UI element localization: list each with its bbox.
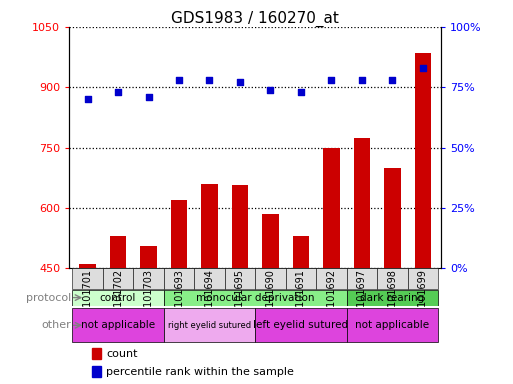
Bar [323,147,340,268]
FancyBboxPatch shape [255,308,347,343]
Text: count: count [107,349,138,359]
Point [388,77,397,83]
FancyBboxPatch shape [225,268,255,289]
FancyBboxPatch shape [133,268,164,289]
Bar [292,236,309,268]
Bar [171,200,187,268]
Point [114,89,122,95]
Bar [92,348,101,359]
FancyBboxPatch shape [286,268,316,289]
FancyBboxPatch shape [255,268,286,289]
Bar [384,168,401,268]
FancyBboxPatch shape [72,308,164,343]
Bar [231,185,248,268]
Text: GSM101699: GSM101699 [418,269,428,328]
Text: monocular deprivation: monocular deprivation [196,293,314,303]
FancyBboxPatch shape [72,290,164,306]
Text: GSM101697: GSM101697 [357,269,367,328]
FancyBboxPatch shape [103,268,133,289]
Text: percentile rank within the sample: percentile rank within the sample [107,367,294,377]
Text: GSM101694: GSM101694 [205,269,214,328]
FancyBboxPatch shape [164,290,347,306]
Text: GSM101703: GSM101703 [144,269,153,328]
Text: right eyelid sutured: right eyelid sutured [168,321,251,330]
Bar [140,246,157,268]
Point [236,79,244,86]
Text: GSM101695: GSM101695 [235,269,245,328]
Text: GSM101692: GSM101692 [326,269,337,328]
FancyBboxPatch shape [377,268,408,289]
Point [205,77,213,83]
Text: not applicable: not applicable [81,320,155,330]
Text: not applicable: not applicable [356,320,429,330]
Text: GSM101701: GSM101701 [83,269,92,328]
Bar [79,264,96,268]
Point [145,94,153,100]
FancyBboxPatch shape [408,268,438,289]
Text: protocol: protocol [26,293,71,303]
Text: GSM101698: GSM101698 [387,269,398,328]
Bar [262,214,279,268]
FancyBboxPatch shape [72,268,103,289]
Point [358,77,366,83]
FancyBboxPatch shape [164,268,194,289]
Text: left eyelid sutured: left eyelid sutured [253,320,348,330]
Title: GDS1983 / 160270_at: GDS1983 / 160270_at [171,11,339,27]
Bar [92,366,101,377]
Bar [110,236,126,268]
FancyBboxPatch shape [347,268,377,289]
FancyBboxPatch shape [347,308,438,343]
Point [297,89,305,95]
Point [175,77,183,83]
Point [419,65,427,71]
FancyBboxPatch shape [347,290,438,306]
Bar [415,53,431,268]
Text: dark rearing: dark rearing [360,293,425,303]
Point [266,87,274,93]
Text: GSM101693: GSM101693 [174,269,184,328]
Text: other: other [41,320,71,330]
Text: GSM101691: GSM101691 [296,269,306,328]
Point [84,96,92,103]
Text: control: control [100,293,136,303]
Bar [201,184,218,268]
FancyBboxPatch shape [194,268,225,289]
Bar [353,137,370,268]
Text: GSM101690: GSM101690 [265,269,275,328]
Text: GSM101702: GSM101702 [113,269,123,328]
FancyBboxPatch shape [164,308,255,343]
FancyBboxPatch shape [316,268,347,289]
Point [327,77,336,83]
